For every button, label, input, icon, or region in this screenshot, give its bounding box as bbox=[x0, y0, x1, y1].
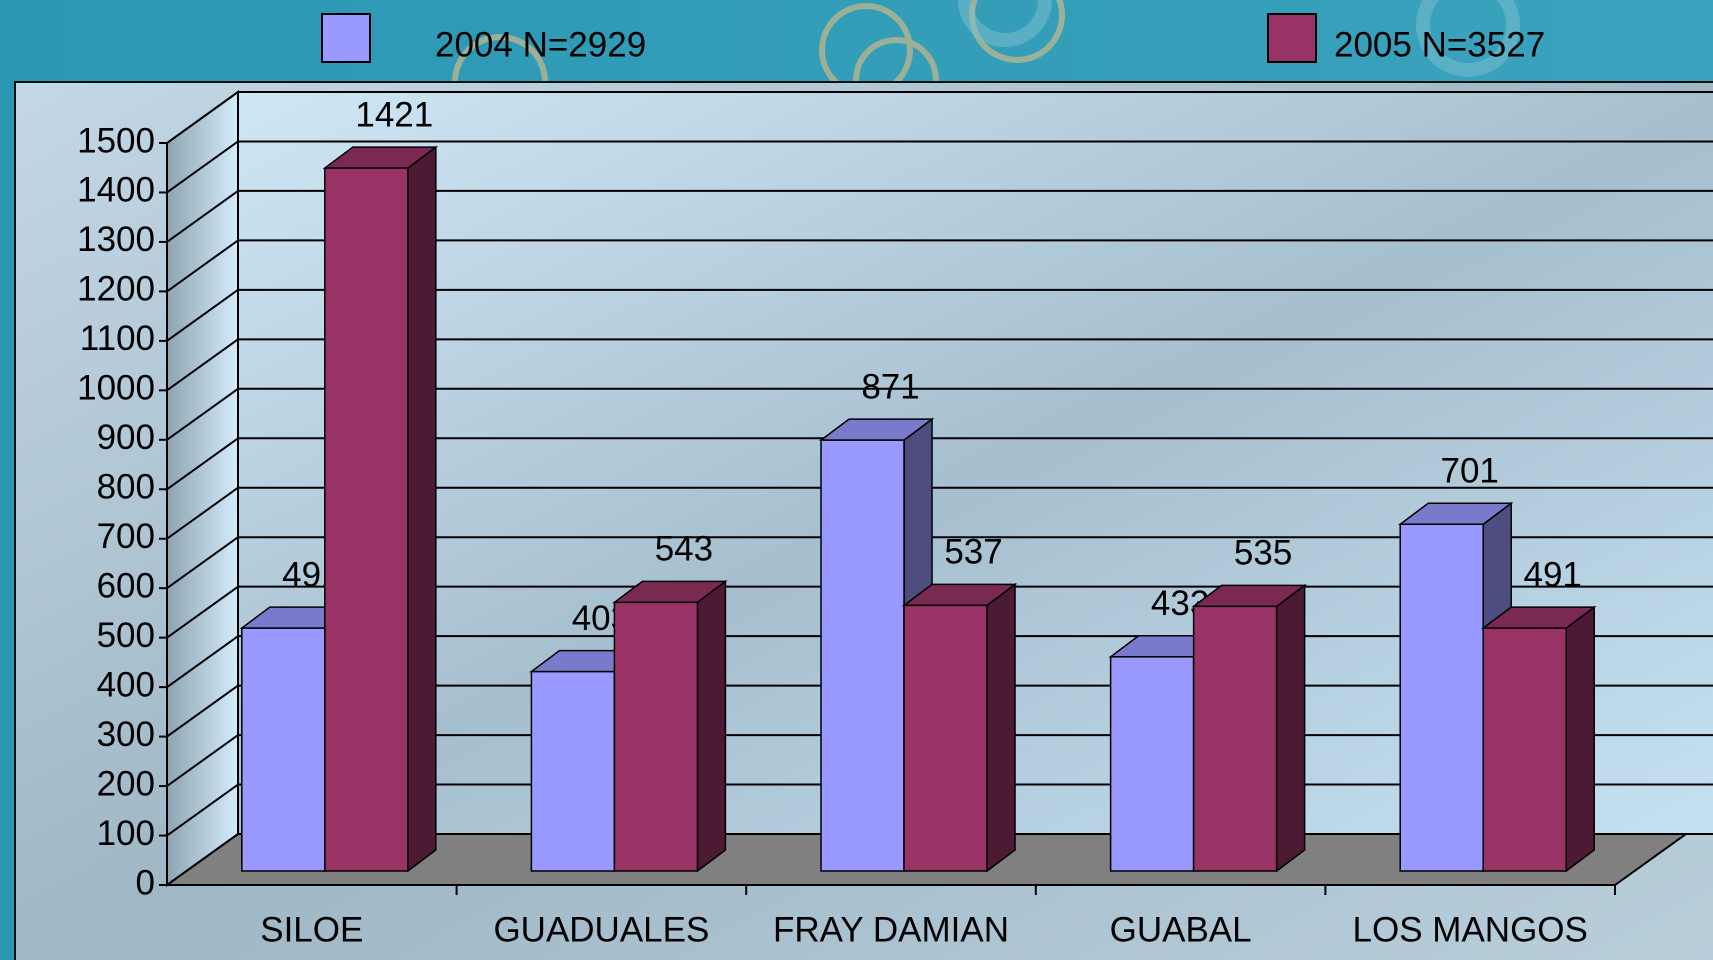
grid-line bbox=[166, 585, 239, 639]
grid-line bbox=[166, 91, 239, 144]
x-tick-label: LOS MANGOS bbox=[1353, 910, 1588, 949]
grid-line bbox=[166, 239, 239, 293]
bar bbox=[903, 604, 988, 872]
value-label: 871 bbox=[861, 367, 919, 406]
y-tick-label: 500 bbox=[97, 616, 155, 655]
value-label: 701 bbox=[1441, 451, 1499, 490]
bar bbox=[1192, 605, 1278, 872]
grid-line bbox=[166, 289, 239, 342]
grid-line bbox=[166, 486, 239, 540]
y-tick-label: 400 bbox=[97, 665, 155, 704]
value-label: 1421 bbox=[355, 95, 433, 134]
bar bbox=[613, 601, 699, 872]
legend-label: 2005 N=3527 bbox=[1334, 25, 1545, 64]
bar bbox=[820, 439, 905, 872]
y-tick-label: 1400 bbox=[77, 171, 155, 210]
grid-line bbox=[166, 734, 239, 787]
bar-side bbox=[1565, 605, 1595, 873]
y-tick-label: 1000 bbox=[77, 369, 155, 408]
legend-label: 2004 N=2929 bbox=[435, 25, 646, 64]
bar bbox=[1109, 656, 1195, 872]
value-label: 537 bbox=[944, 533, 1002, 572]
grid-line bbox=[166, 783, 239, 837]
x-tick-label: SILOE bbox=[260, 910, 363, 949]
y-tick-label: 1300 bbox=[77, 220, 155, 259]
grid-line bbox=[166, 635, 239, 688]
bar-side bbox=[407, 145, 437, 873]
grid-line bbox=[166, 338, 239, 392]
legend-swatch bbox=[321, 13, 371, 63]
y-tick-label: 600 bbox=[97, 566, 155, 605]
y-tick-label: 800 bbox=[97, 468, 155, 507]
bar bbox=[1482, 627, 1567, 872]
value-label: 543 bbox=[655, 530, 713, 569]
y-tick-label: 300 bbox=[97, 715, 155, 754]
grid-line bbox=[166, 536, 239, 590]
value-label: 491 bbox=[1524, 555, 1582, 594]
y-tick-label: 1200 bbox=[77, 270, 155, 309]
legend-swatch bbox=[1267, 13, 1317, 63]
x-tick-label: GUABAL bbox=[1110, 910, 1252, 949]
side-wall bbox=[166, 90, 239, 887]
grid-line bbox=[166, 140, 239, 194]
legend: 2004 N=2929 2005 N=3527 bbox=[321, 13, 1545, 64]
bar bbox=[241, 627, 326, 872]
y-tick-label: 200 bbox=[97, 764, 155, 803]
grid-line bbox=[166, 190, 239, 243]
y-tick-label: 100 bbox=[97, 814, 155, 853]
x-tick-label: FRAY DAMIAN bbox=[773, 910, 1009, 949]
bar-side bbox=[1275, 583, 1306, 873]
bar-side bbox=[986, 582, 1016, 873]
decor bbox=[958, 0, 1520, 77]
grid-line bbox=[166, 833, 239, 886]
value-label: 535 bbox=[1234, 534, 1292, 573]
bar-side bbox=[696, 579, 727, 873]
bar bbox=[530, 670, 616, 872]
grid-line bbox=[166, 437, 239, 491]
grid-line bbox=[166, 684, 239, 738]
grid-line bbox=[166, 387, 239, 441]
y-tick-label: 1100 bbox=[80, 319, 155, 358]
y-tick-label: 1500 bbox=[77, 121, 155, 160]
y-tick-label: 0 bbox=[136, 863, 155, 902]
bar bbox=[324, 167, 409, 872]
y-tick-label: 700 bbox=[97, 517, 155, 556]
bar bbox=[1399, 523, 1484, 872]
y-tick-label: 900 bbox=[97, 418, 155, 457]
x-tick-label: GUADUALES bbox=[493, 910, 709, 949]
